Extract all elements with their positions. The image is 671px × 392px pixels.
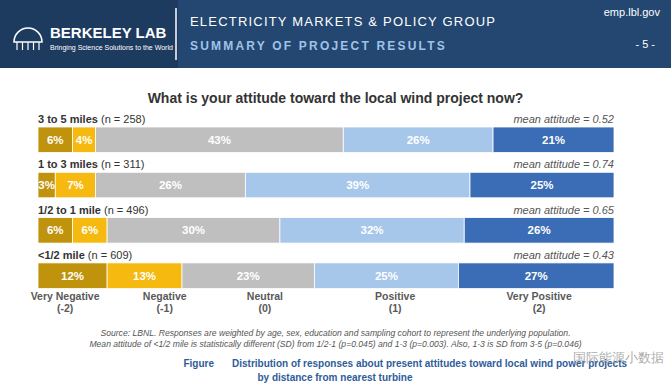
header-url: emp.lbl.gov — [604, 6, 661, 18]
legend-code: (-1) — [157, 302, 173, 314]
data-label: 23% — [237, 270, 260, 282]
data-label: 4% — [76, 134, 93, 146]
legend-label: Negative — [143, 290, 187, 302]
data-label: 25% — [530, 179, 553, 191]
bar-segment — [38, 172, 55, 198]
header-bg — [0, 0, 671, 68]
bar-segment — [280, 218, 464, 244]
legend-code: (1) — [389, 302, 402, 314]
bar-segment — [96, 127, 344, 153]
data-label: 26% — [528, 224, 551, 236]
data-label: 6% — [47, 224, 64, 236]
bar-segment — [73, 218, 108, 244]
legend: Very Negative(-2) Negative(-1) Neutral(0) P… — [31, 290, 572, 314]
header: BERKELEY LAB Bringing Science Solutions t… — [0, 0, 671, 68]
data-label: 13% — [133, 270, 156, 282]
legend-label: Positive — [375, 290, 415, 302]
data-label: 27% — [525, 270, 548, 282]
caption-label: Figure — [183, 358, 214, 369]
logo — [14, 28, 42, 50]
bar-segment — [314, 263, 458, 289]
data-label: 32% — [361, 224, 384, 236]
logo-column — [38, 42, 39, 50]
bar-segment — [107, 263, 182, 289]
data-label: 30% — [182, 224, 205, 236]
bar-segment — [55, 172, 95, 198]
bar-segment — [458, 263, 614, 289]
legend-code: (2) — [533, 302, 546, 314]
data-labels: 6% 3% 6% 12% 4% 7% 6% 13% 43% 26% 30% 23% 26% 39% 32% 2… — [38, 134, 565, 282]
data-label: 26% — [407, 134, 430, 146]
header-org: BERKELEY LAB — [50, 24, 167, 41]
data-label: 21% — [542, 134, 565, 146]
chart-root: BERKELEY LAB Bringing Science Solutions t… — [0, 0, 671, 392]
bar-segment — [182, 263, 314, 289]
logo-column — [27, 42, 28, 50]
watermark: 国际能源小数据 — [573, 350, 664, 365]
header-subtitle: SUMMARY OF PROJECT RESULTS — [190, 39, 447, 53]
logo-column — [22, 42, 23, 50]
chart-title: What is your attitude toward the local w… — [148, 90, 524, 106]
bar-segment — [343, 127, 493, 153]
header-accent — [178, 0, 671, 68]
bar-segment — [38, 263, 107, 289]
row-label: 1 to 3 miles (n = 311) — [38, 158, 145, 170]
bar-segment — [493, 127, 614, 153]
note: Source: LBNL. Responses are weighted by … — [100, 328, 570, 338]
bar-segment — [245, 172, 470, 198]
legend-label: Very Negative — [31, 290, 100, 302]
data-label: 3% — [38, 179, 55, 191]
header-divider — [175, 8, 177, 60]
row-label: 1/2 to 1 mile (n = 496) — [38, 204, 148, 216]
caption-line: by distance from nearest turbine — [257, 372, 412, 383]
legend-code: (0) — [259, 302, 272, 314]
bar-segment — [38, 218, 73, 244]
header-tagline: Bringing Science Solutions to the World — [50, 44, 173, 52]
legend-code: (-2) — [57, 302, 73, 314]
bar-segment — [73, 127, 96, 153]
bars — [38, 127, 614, 288]
data-label: 6% — [47, 134, 64, 146]
bar-segment — [96, 172, 246, 198]
bar-segment — [38, 127, 73, 153]
header-page: - 5 - — [635, 38, 655, 50]
mean-label: mean attitude = 0.65 — [513, 204, 614, 216]
row-label: 3 to 5 miles (n = 258) — [38, 113, 145, 125]
bar-segment — [470, 172, 614, 198]
data-label: 7% — [67, 179, 84, 191]
logo-column — [16, 42, 17, 50]
bar-segment — [107, 218, 280, 244]
mean-label: mean attitude = 0.74 — [513, 158, 614, 170]
logo-dome — [14, 28, 42, 42]
data-label: 25% — [375, 270, 398, 282]
data-label: 12% — [61, 270, 84, 282]
bar-segment — [464, 218, 614, 244]
mean-label: mean attitude = 0.52 — [513, 113, 614, 125]
data-label: 43% — [208, 134, 231, 146]
data-label: 26% — [159, 179, 182, 191]
note: Mean attitude of <1/2 mile is statistica… — [89, 339, 581, 349]
mean-label: mean attitude = 0.43 — [513, 249, 614, 261]
data-label: 39% — [346, 179, 369, 191]
row-label: <1/2 mile (n = 609) — [38, 249, 132, 261]
data-label: 6% — [82, 224, 99, 236]
legend-label: Very Positive — [506, 290, 572, 302]
notes: Source: LBNL. Responses are weighted by … — [89, 328, 581, 349]
header-group: ELECTRICITY MARKETS & POLICY GROUP — [190, 14, 496, 29]
row-labels: 3 to 5 miles (n = 258) mean attitude = 0.… — [38, 113, 615, 261]
caption: Figure Distribution of responses about pr… — [183, 358, 627, 383]
caption-line: Distribution of responses about present … — [232, 358, 627, 369]
legend-label: Neutral — [247, 290, 283, 302]
logo-column — [33, 42, 34, 50]
